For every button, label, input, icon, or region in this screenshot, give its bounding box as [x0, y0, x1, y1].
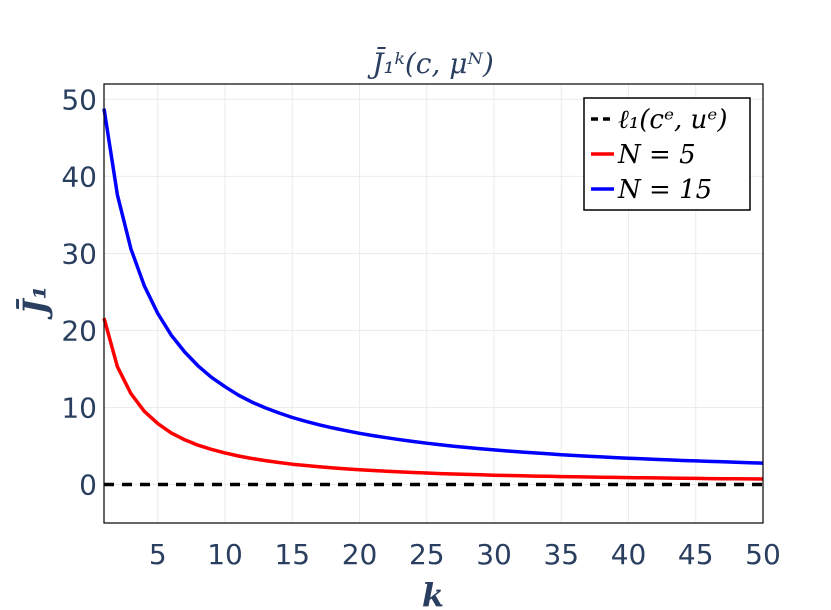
- x-tick-label: 35: [543, 538, 579, 571]
- chart-title: J̄₁ᵏ(c, μᴺ): [367, 46, 494, 80]
- y-tick-label: 30: [61, 237, 97, 270]
- y-tick-label: 20: [61, 314, 97, 347]
- x-axis-label: k: [422, 576, 444, 610]
- x-axis-ticks: 5 10 15 20 25 30 35 40 45 50: [149, 538, 781, 571]
- x-tick-label: 30: [476, 538, 512, 571]
- legend-label-2: N = 15: [617, 175, 712, 205]
- x-tick-label: 25: [409, 538, 445, 571]
- y-tick-label: 40: [61, 160, 97, 193]
- legend-label-0: ℓ₁(cᵉ, uᵉ): [618, 105, 728, 135]
- x-tick-label: 50: [745, 538, 781, 571]
- x-tick-label: 45: [678, 538, 714, 571]
- y-tick-label: 10: [61, 391, 97, 424]
- series-line-2: [102, 108, 764, 465]
- x-tick-label: 20: [342, 538, 378, 571]
- x-tick-label: 10: [207, 538, 243, 571]
- series-line-1: [102, 317, 764, 481]
- legend: ℓ₁(cᵉ, uᵉ) N = 5 N = 15: [583, 97, 751, 211]
- y-tick-label: 50: [61, 83, 97, 116]
- y-axis-label: J̄₁: [16, 285, 54, 320]
- series-layer: [102, 108, 764, 487]
- plot-frame: [103, 83, 764, 524]
- x-tick-label: 5: [149, 538, 167, 571]
- y-axis-ticks: 0 10 20 30 40 50: [61, 83, 97, 501]
- legend-label-1: N = 5: [617, 140, 696, 170]
- y-tick-label: 0: [79, 468, 97, 501]
- x-tick-label: 40: [611, 538, 647, 571]
- x-tick-label: 15: [274, 538, 310, 571]
